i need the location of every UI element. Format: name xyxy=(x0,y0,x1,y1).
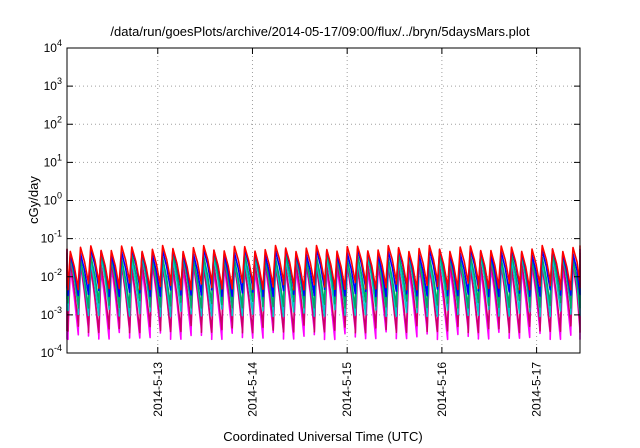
series-line xyxy=(66,252,581,309)
y-tick-label: 100 xyxy=(44,191,62,208)
x-tick-label: 2014-5-16 xyxy=(435,362,449,417)
y-tick-label: 10-1 xyxy=(41,229,62,246)
y-tick-labels: 10-4 10-3 10-2 10-1 100 101 102 103 104 xyxy=(41,38,62,360)
x-tick-label: 2014-5-17 xyxy=(530,362,544,417)
x-tick-label: 2014-5-15 xyxy=(340,362,354,417)
x-tick-label: 2014-5-14 xyxy=(245,362,259,417)
y-tick-label: 102 xyxy=(44,114,62,131)
y-tick-label: 10-3 xyxy=(41,305,62,322)
y-tick-label: 10-4 xyxy=(41,343,62,360)
ticks xyxy=(67,47,580,354)
x-axis-label: Coordinated Universal Time (UTC) xyxy=(223,429,422,444)
series-layer xyxy=(66,244,581,341)
series-line xyxy=(66,254,581,318)
x-tick-label: 2014-5-13 xyxy=(151,362,165,417)
y-tick-label: 10-2 xyxy=(41,267,62,284)
chart-title: /data/run/goesPlots/archive/2014-05-17/0… xyxy=(110,24,530,39)
y-tick-label: 104 xyxy=(44,38,62,55)
y-axis-label: cGy/day xyxy=(26,176,41,224)
series-line xyxy=(66,259,581,334)
series-line xyxy=(66,244,581,291)
y-tick-label: 101 xyxy=(44,152,62,169)
y-tick-label: 103 xyxy=(44,76,62,93)
x-tick-labels: 2014-5-13 2014-5-14 2014-5-15 2014-5-16 2014… xyxy=(151,362,544,417)
series-line xyxy=(66,263,581,341)
